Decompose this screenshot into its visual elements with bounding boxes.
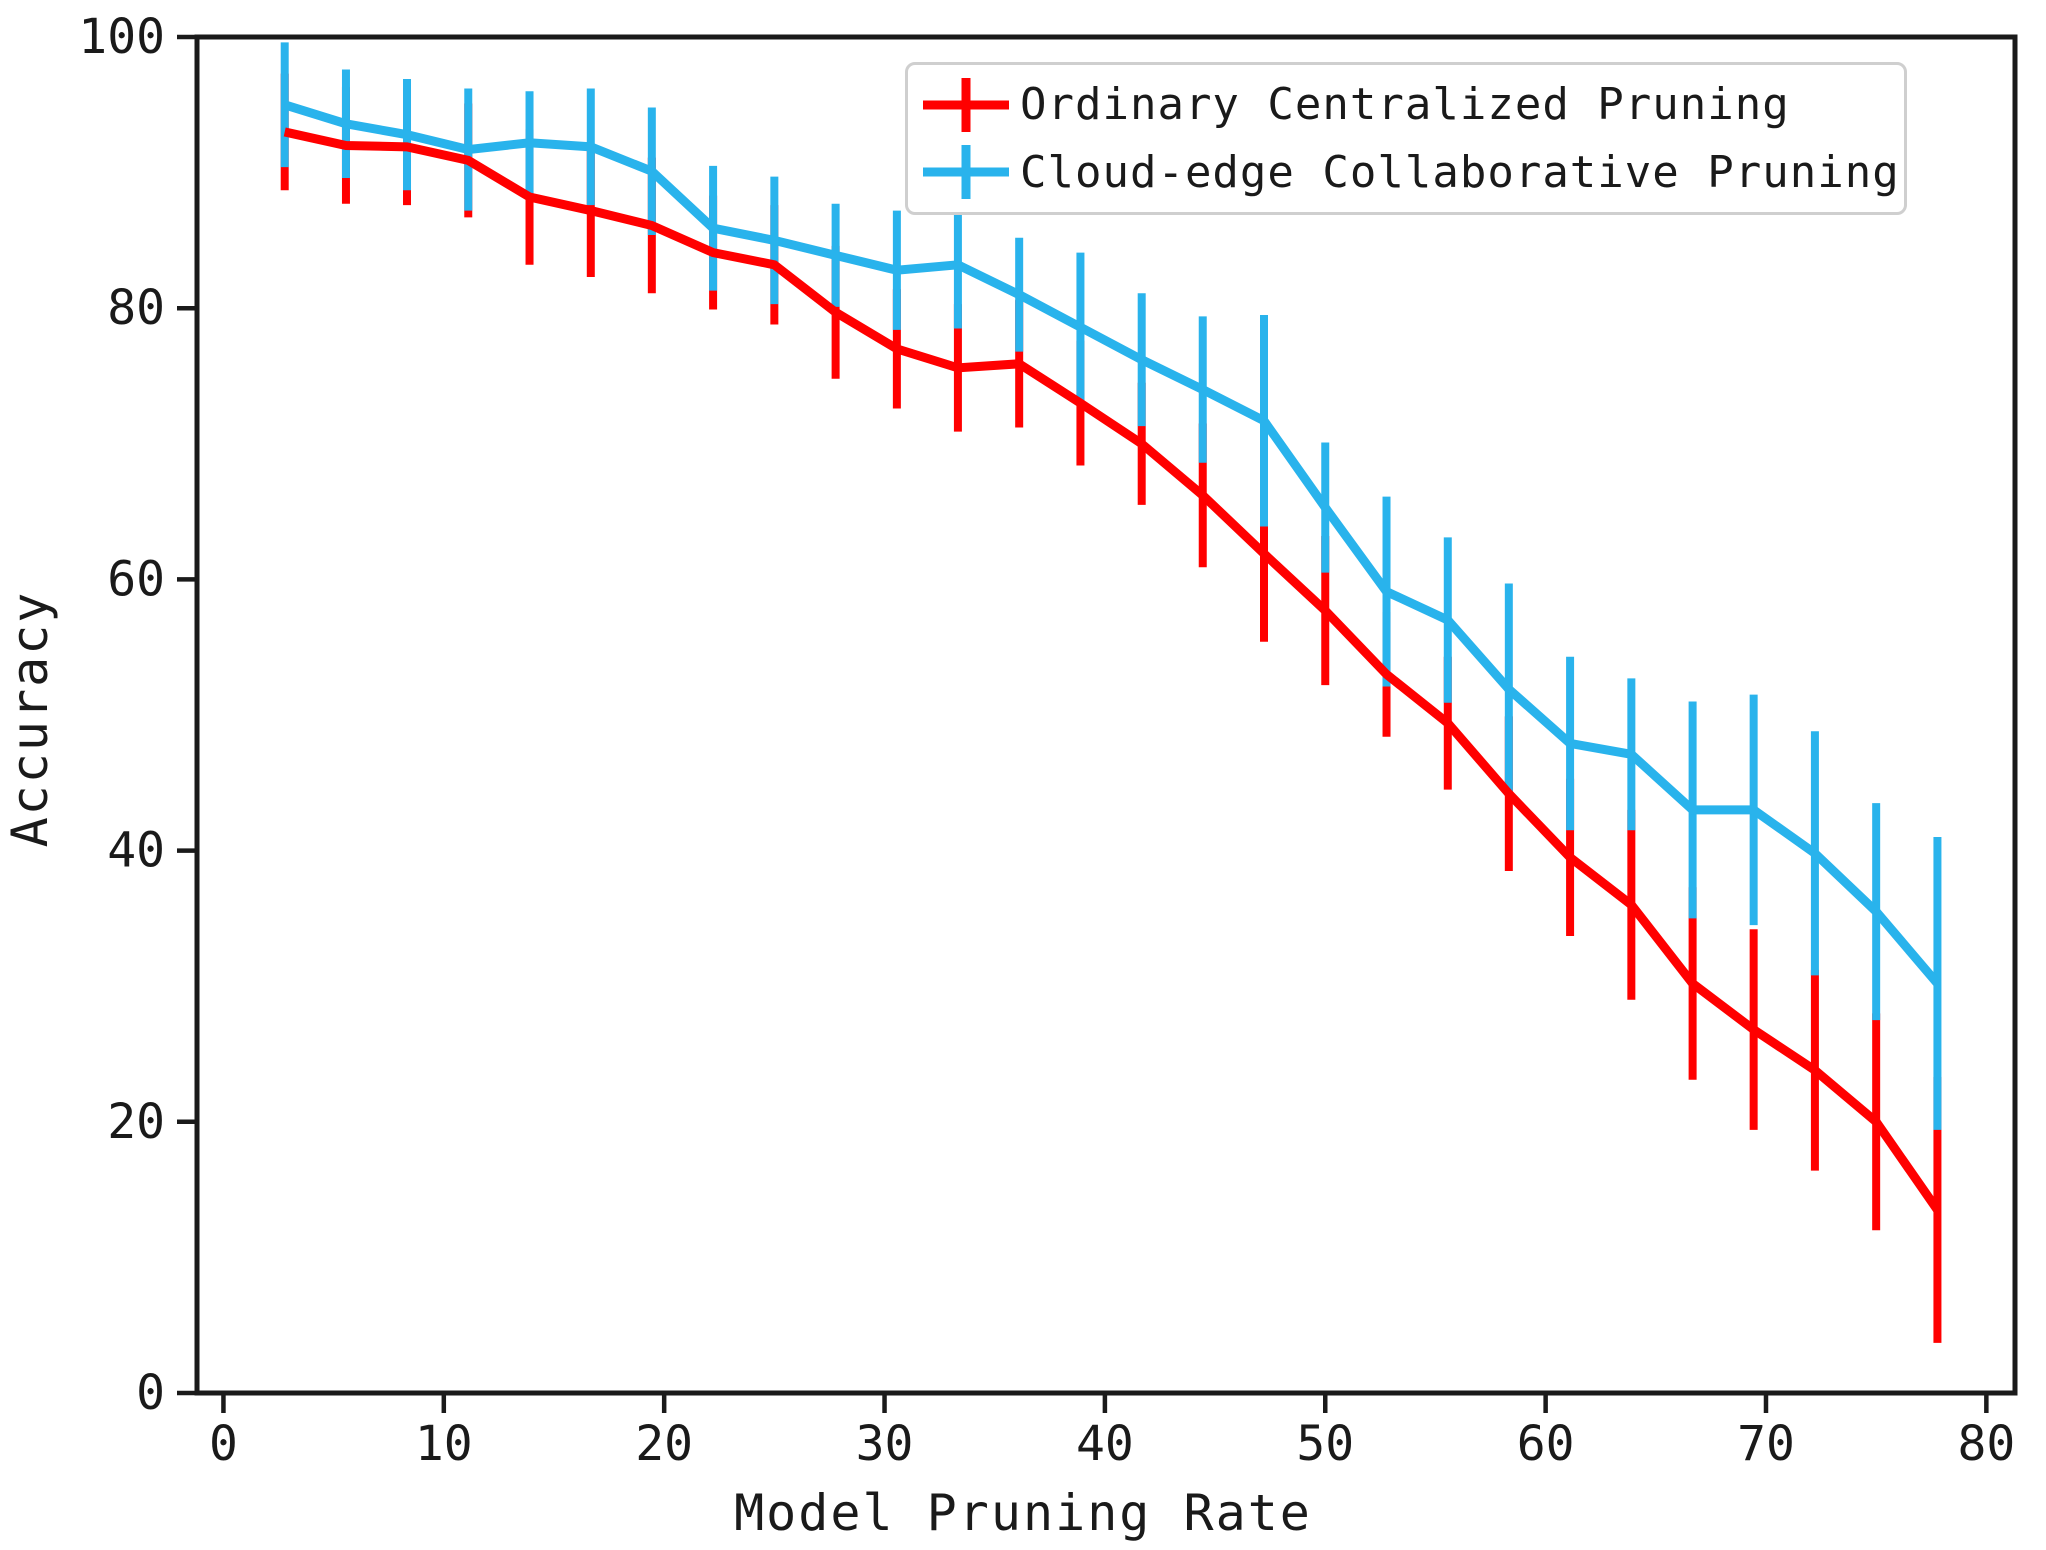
plot-border [194, 34, 2018, 1396]
legend-item-ordinary-centralized: Ordinary Centralized Pruning [920, 74, 1894, 136]
legend-label: Ordinary Centralized Pruning [1020, 79, 1790, 131]
x-tick-label: 0 [209, 1416, 238, 1472]
legend: Ordinary Centralized Pruning Cloud-edge … [905, 62, 1907, 215]
x-tick-label: 50 [1296, 1416, 1354, 1472]
x-tick-label: 40 [1076, 1416, 1134, 1472]
y-tick-label: 100 [78, 9, 165, 65]
legend-item-cloud-edge: Cloud-edge Collaborative Pruning [920, 141, 1899, 203]
legend-label: Cloud-edge Collaborative Pruning [1020, 146, 1900, 198]
y-tick-label: 20 [107, 1094, 165, 1150]
red-errorbar-marker-icon [923, 77, 1009, 132]
series-line [283, 100, 1941, 987]
x-tick-label: 80 [1957, 1416, 2015, 1472]
x-axis-label: Model Pruning Rate [734, 1484, 1312, 1542]
series-line [283, 127, 1942, 1213]
x-tick-label: 70 [1737, 1416, 1795, 1472]
x-tick-label: 60 [1517, 1416, 1575, 1472]
x-tick-label: 30 [856, 1416, 914, 1472]
y-axis-label: Accuracy [1, 590, 59, 848]
y-tick-label: 60 [107, 551, 165, 607]
y-tick-label: 0 [136, 1365, 165, 1421]
x-tick-label: 10 [415, 1416, 473, 1472]
x-tick-label: 20 [635, 1416, 693, 1472]
blue-errorbar-marker-icon [923, 145, 1009, 200]
y-tick-label: 40 [107, 823, 165, 879]
y-tick-label: 80 [107, 280, 165, 336]
